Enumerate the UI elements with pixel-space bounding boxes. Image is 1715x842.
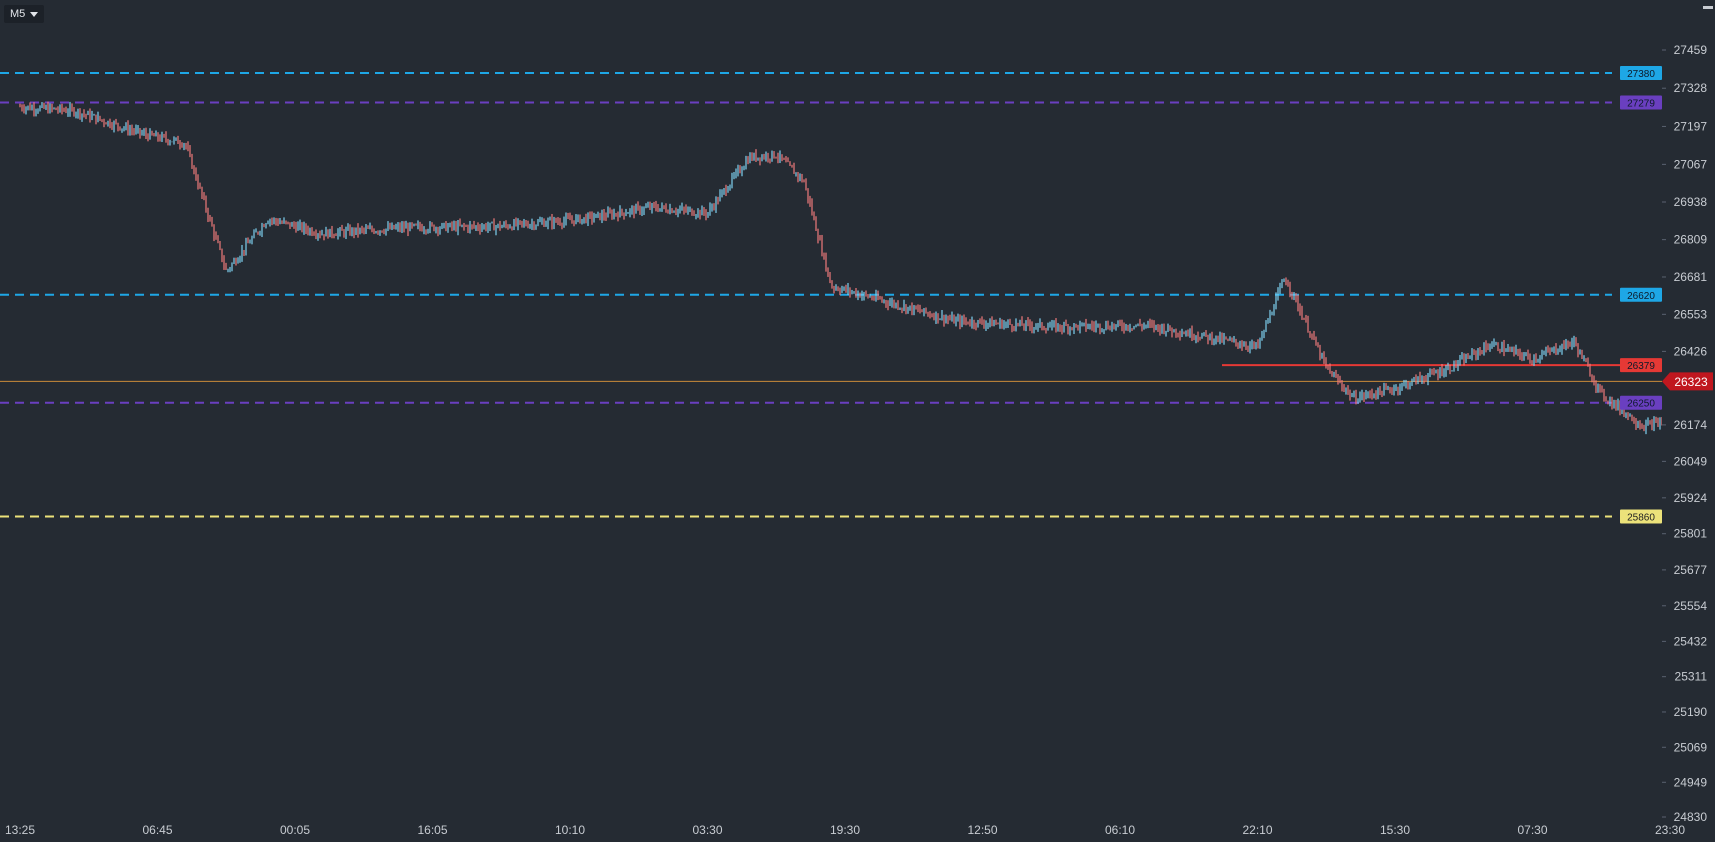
x-tick-label: 13:25 [5,823,35,837]
y-tick-label: 27459 [1674,43,1708,57]
x-tick-label: 03:30 [692,823,722,837]
y-tick-label: 24830 [1674,810,1708,824]
y-tick-label: 26681 [1674,270,1708,284]
x-tick-label: 10:10 [555,823,585,837]
price-tags: 27380 27279 26620 26379 26250 25860 26323 [1620,66,1713,524]
level-tag [1620,395,1662,410]
y-tick-label: 26938 [1674,195,1708,209]
x-tick-label: 15:30 [1380,823,1410,837]
x-tick-label: 06:45 [142,823,172,837]
y-tick-label: 26553 [1674,307,1708,321]
level-tag-label: 25860 [1627,513,1655,524]
level-tag-label: 26379 [1627,361,1655,372]
y-tick-label: 26809 [1674,233,1708,247]
level-tag [1620,95,1662,110]
level-tag [1620,358,1662,373]
level-tag [1620,509,1662,524]
y-tick-label: 25924 [1674,491,1708,505]
y-tick-label: 26174 [1674,418,1708,432]
x-tick-label: 23:30 [1655,823,1685,837]
y-tick-label: 25311 [1675,670,1708,684]
y-tick-label: 25677 [1674,563,1708,577]
x-tick-label: 12:50 [967,823,997,837]
x-tick-label: 22:10 [1242,823,1272,837]
y-tick-label: 26426 [1674,344,1708,358]
current-price-tag: 26323 [1662,372,1713,391]
current-price-label: 26323 [1674,375,1708,389]
y-axis-background [1662,0,1715,842]
x-tick-label: 06:10 [1105,823,1135,837]
level-tag-label: 27279 [1627,99,1655,110]
y-tick-label: 25190 [1674,705,1708,719]
x-tick-label: 00:05 [280,823,310,837]
y-axis[interactable]: 27459 27328 27197 27067 26938 26809 26681 26553… [1662,0,1715,842]
y-tick-label: 25069 [1674,740,1708,754]
x-tick-label: 19:30 [830,823,860,837]
timeframe-selector[interactable]: M5 [4,5,45,23]
y-tick-label: 27197 [1674,119,1708,133]
chevron-down-icon [30,11,39,17]
y-tick-label: 24949 [1674,775,1708,789]
window-control-icon[interactable]: ▬ [1703,1,1713,12]
price-series [19,101,1715,435]
y-tick-label: 27067 [1674,157,1708,171]
level-tag-label: 27380 [1627,69,1655,80]
x-tick-label: 16:05 [417,823,447,837]
y-tick-label: 25432 [1674,634,1708,648]
level-tag [1620,66,1662,81]
y-tick-label: 25554 [1674,599,1708,613]
current-price-tag-bg [1662,372,1713,391]
horizontal-levels [0,72,1662,518]
level-tag-label: 26620 [1627,291,1655,302]
y-tick-label: 27328 [1674,81,1708,95]
x-tick-label: 07:30 [1517,823,1547,837]
x-axis[interactable]: 13:25 06:45 00:05 16:05 10:10 03:30 19:30 12:50… [5,823,1685,837]
y-tick-label: 25801 [1674,527,1708,541]
level-tag-label: 26250 [1627,399,1655,410]
y-tick-label: 26049 [1674,454,1708,468]
timeframe-label: M5 [10,8,26,20]
level-tag [1620,287,1662,302]
